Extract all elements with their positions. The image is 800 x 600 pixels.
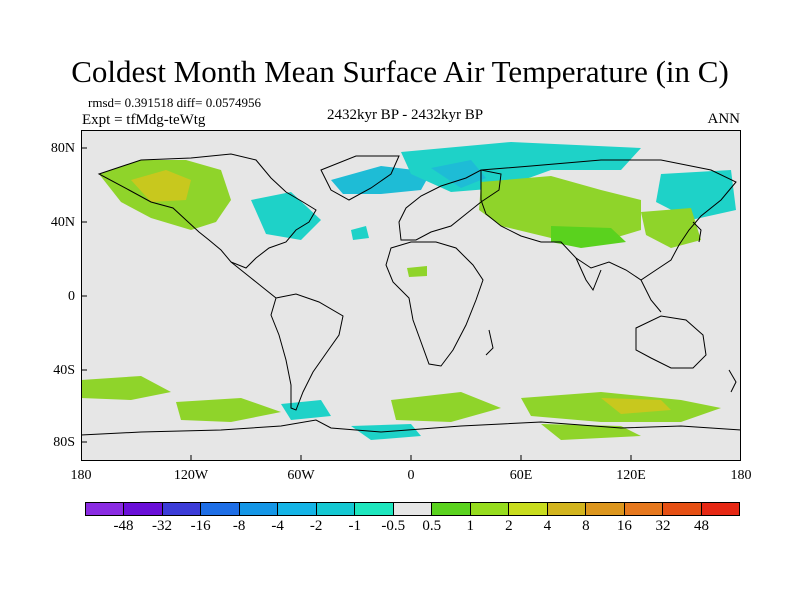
lat-tick-80n: 80N bbox=[50, 141, 75, 156]
region-sahara bbox=[407, 266, 427, 277]
lat-tick-80s: 80S bbox=[53, 435, 75, 450]
lon-tick-120w: 120W bbox=[173, 468, 209, 483]
colorbar-label: -48 bbox=[113, 518, 134, 534]
coast-central-america bbox=[230, 261, 277, 299]
colorbar-label: -1 bbox=[348, 518, 361, 534]
colorbar-box bbox=[316, 503, 356, 515]
colorbar-box bbox=[355, 503, 394, 515]
region-scandinavia bbox=[431, 160, 486, 188]
region-south-pacific bbox=[81, 376, 171, 400]
lon-tick-180e: 180 bbox=[730, 468, 752, 483]
region-southern-ocean-core bbox=[601, 398, 671, 414]
colorbar-box bbox=[432, 503, 471, 515]
colorbar-box bbox=[586, 503, 625, 515]
world-map bbox=[81, 130, 741, 461]
coast-new-zealand bbox=[728, 369, 737, 393]
region-alaska-core bbox=[131, 170, 191, 202]
colorbar-box bbox=[701, 503, 739, 515]
region-southern-ocean-1 bbox=[176, 398, 281, 422]
colorbar-label: 4 bbox=[543, 518, 552, 534]
colorbar-label: 2 bbox=[505, 518, 513, 534]
colorbar-label: 8 bbox=[582, 518, 590, 534]
colorbar-box bbox=[86, 503, 125, 515]
lon-tick-180w: 180 bbox=[70, 468, 92, 483]
coast-australia bbox=[635, 315, 707, 369]
colorbar-box bbox=[509, 503, 548, 515]
colorbar-label: 0.5 bbox=[422, 518, 442, 534]
stats-text: rmsd= 0.391518 diff= 0.0574956 bbox=[88, 95, 261, 110]
lon-tick-0: 0 bbox=[407, 468, 415, 483]
colorbar-label: 16 bbox=[616, 518, 632, 534]
region-antarctic-blue bbox=[281, 400, 331, 420]
colorbar-label: 1 bbox=[466, 518, 475, 534]
lat-tick-0: 0 bbox=[68, 289, 75, 304]
lat-tick-40n: 40N bbox=[50, 215, 75, 230]
colorbar bbox=[85, 502, 740, 516]
colorbar-box bbox=[162, 503, 202, 515]
anomaly-regions bbox=[81, 142, 736, 440]
region-se-asia bbox=[641, 208, 701, 248]
colorbar-label: -32 bbox=[152, 518, 173, 534]
region-atlantic-small bbox=[351, 226, 369, 240]
coast-greenland bbox=[320, 155, 400, 201]
colorbar-box bbox=[393, 503, 433, 515]
coastlines bbox=[81, 153, 741, 436]
colorbar-label: -2 bbox=[309, 518, 323, 534]
region-arctic bbox=[331, 166, 431, 194]
region-north-atlantic bbox=[251, 192, 321, 240]
lon-tick-120e: 120E bbox=[616, 468, 646, 483]
coast-se-asia bbox=[640, 279, 662, 313]
region-eurasia bbox=[479, 176, 641, 242]
colorbar-box bbox=[124, 503, 163, 515]
region-ne-asia bbox=[656, 170, 736, 220]
colorbar-label: 32 bbox=[655, 518, 671, 534]
experiment-label: Expt = tfMdg-teWtg bbox=[82, 112, 206, 128]
period-label: 2432kyr BP - 2432kyr BP bbox=[326, 107, 484, 123]
coast-south-america bbox=[270, 293, 344, 411]
colorbar-box bbox=[201, 503, 240, 515]
colorbar-label: -16 bbox=[190, 518, 211, 534]
coast-japan bbox=[692, 221, 702, 243]
plot-title: Coldest Month Mean Surface Air Temperatu… bbox=[71, 54, 729, 89]
coast-europe bbox=[398, 169, 502, 241]
coast-antarctica bbox=[81, 419, 741, 436]
colorbar-label: -8 bbox=[232, 518, 246, 534]
colorbar-box bbox=[239, 503, 279, 515]
colorbar-box bbox=[663, 503, 702, 515]
coast-madagascar bbox=[485, 329, 494, 356]
coast-north-america bbox=[97, 153, 317, 269]
colorbar-box bbox=[470, 503, 510, 515]
colorbar-label: -4 bbox=[271, 518, 284, 534]
colorbar-box bbox=[624, 503, 664, 515]
lon-tick-60e: 60E bbox=[509, 468, 533, 483]
coast-africa bbox=[385, 241, 484, 367]
colorbar-label: 48 bbox=[693, 518, 709, 534]
colorbar-box bbox=[547, 503, 587, 515]
region-eurasia-green bbox=[551, 226, 626, 248]
season-label: ANN bbox=[707, 111, 741, 127]
lat-tick-40s: 40S bbox=[53, 363, 75, 378]
colorbar-box bbox=[278, 503, 317, 515]
colorbar-label: -0.5 bbox=[381, 518, 406, 534]
lon-tick-60w: 60W bbox=[287, 468, 315, 483]
coast-india bbox=[575, 257, 602, 292]
tick-marks bbox=[81, 147, 632, 461]
coast-asia bbox=[480, 159, 737, 281]
region-southern-ocean-2 bbox=[391, 392, 501, 422]
